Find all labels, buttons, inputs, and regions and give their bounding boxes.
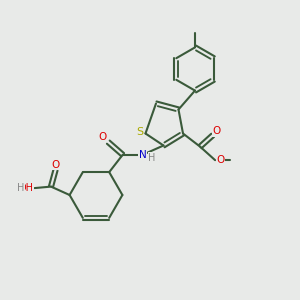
Text: H: H (17, 183, 25, 193)
Text: H: H (148, 153, 155, 163)
Text: OH: OH (19, 183, 34, 193)
Text: O: O (212, 126, 221, 136)
Text: O: O (216, 155, 225, 165)
Text: O: O (51, 160, 60, 170)
Text: S: S (136, 127, 144, 137)
Text: N: N (139, 150, 147, 160)
Text: O: O (99, 132, 107, 142)
